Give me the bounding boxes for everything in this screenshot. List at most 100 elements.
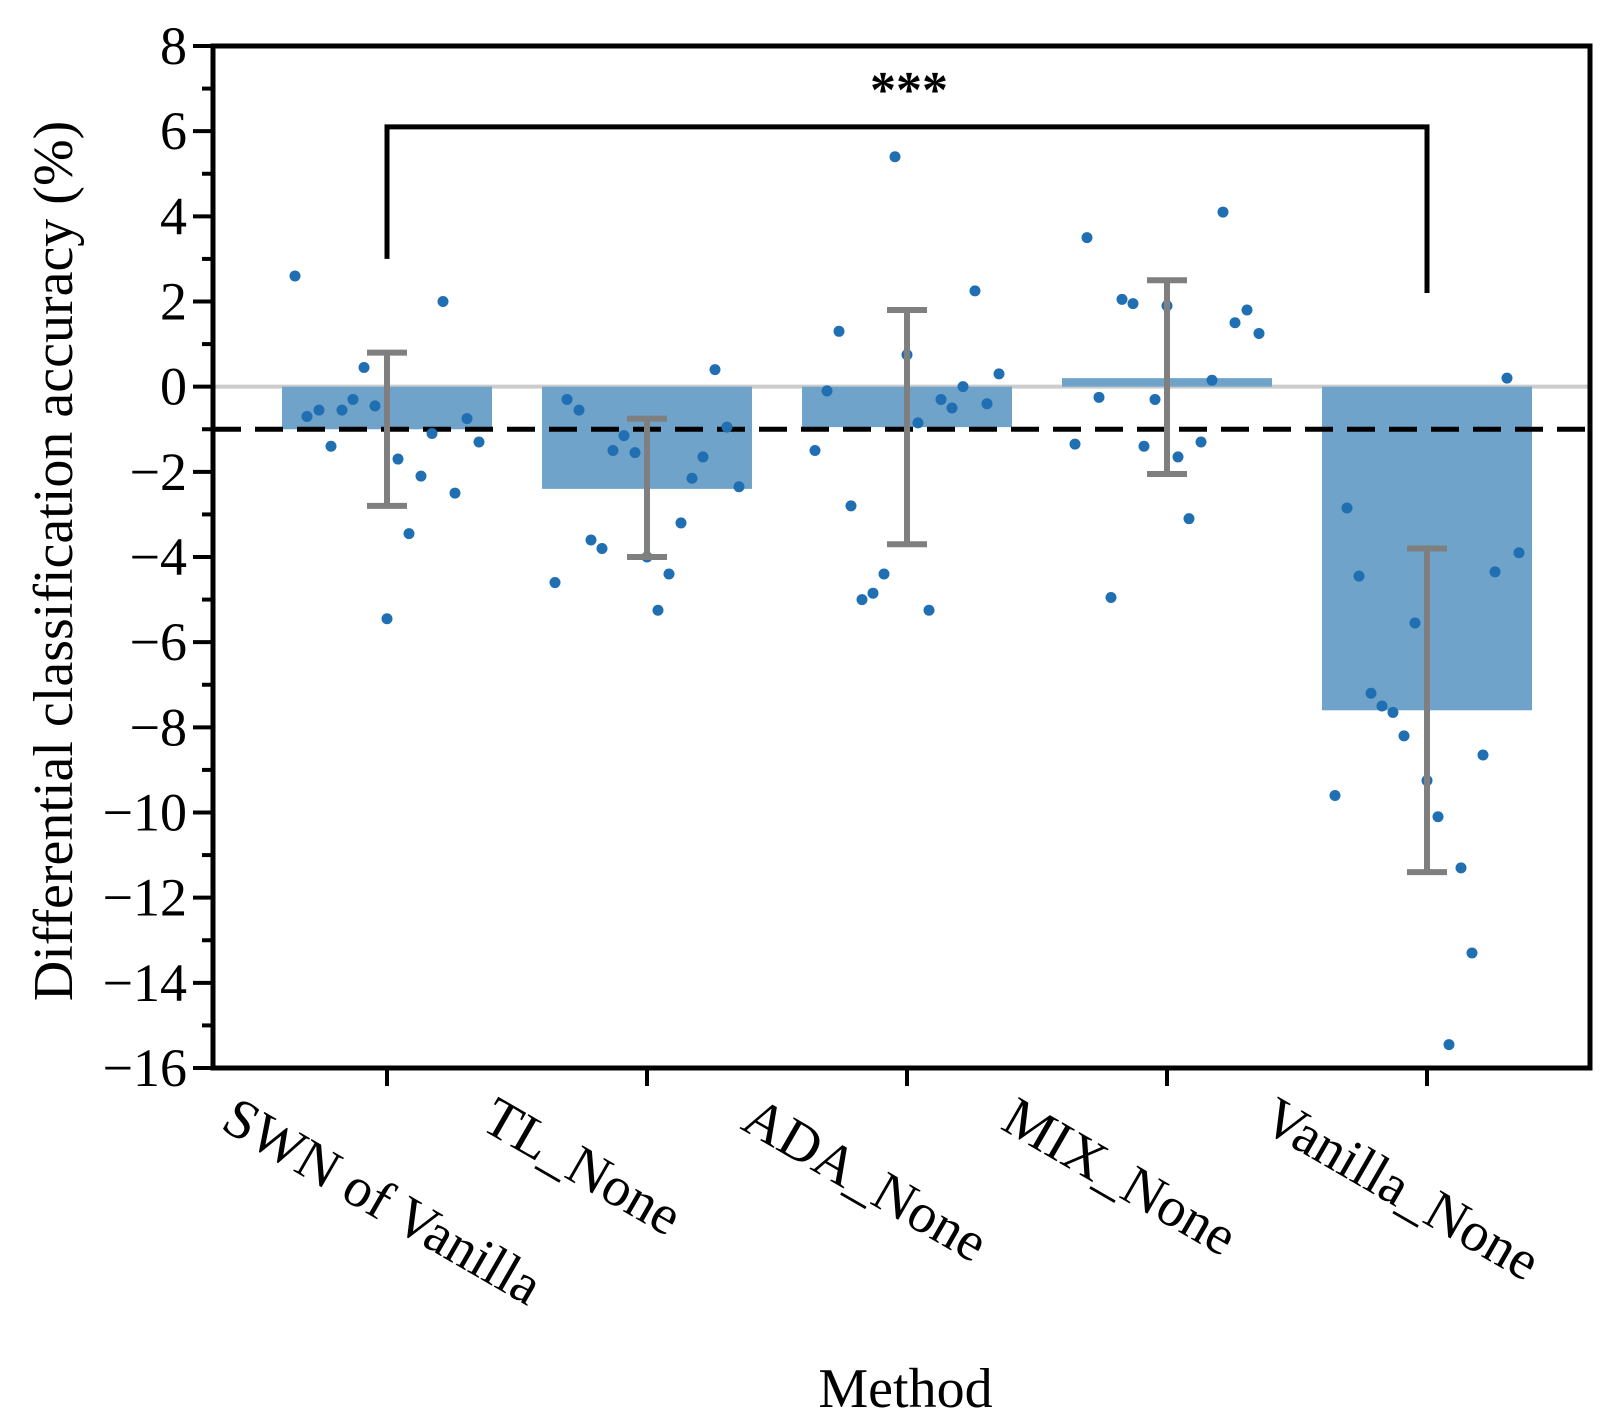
data-point: [1069, 438, 1081, 450]
data-point: [461, 413, 473, 425]
data-point: [1116, 293, 1128, 305]
data-point: [561, 393, 573, 405]
data-point: [845, 500, 857, 512]
x-tick-label: Vanilla_None: [1253, 1086, 1551, 1294]
data-point: [1206, 374, 1218, 386]
y-tick-label: −2: [130, 442, 187, 502]
data-point: [1172, 451, 1184, 463]
data-point: [652, 604, 664, 616]
data-point: [437, 296, 449, 307]
data-point: [709, 364, 721, 376]
data-point: [686, 472, 698, 484]
data-point: [573, 404, 585, 416]
data-point: [1376, 700, 1388, 712]
data-point: [596, 542, 608, 554]
data-point: [301, 410, 313, 422]
data-point: [1466, 947, 1478, 959]
data-point: [969, 285, 981, 297]
data-point: [1183, 513, 1195, 525]
y-tick-label: 8: [160, 16, 187, 76]
data-point: [629, 447, 641, 459]
data-point: [336, 404, 348, 416]
data-point: [549, 577, 561, 589]
data-point: [1432, 811, 1444, 823]
data-point: [981, 398, 993, 410]
y-axis-title: Differential classification accuracy (%): [23, 121, 85, 1002]
data-point: [1341, 502, 1353, 514]
y-tick-label: 0: [160, 357, 187, 417]
data-point: [1195, 436, 1207, 448]
data-point: [1443, 1039, 1455, 1051]
data-point: [1149, 393, 1161, 405]
data-point: [663, 568, 675, 580]
data-point: [358, 362, 370, 374]
x-axis-title: Method: [818, 1358, 992, 1420]
data-point: [856, 594, 868, 606]
y-tick-label: −14: [103, 953, 187, 1013]
x-tick-label: ADA_None: [733, 1086, 998, 1275]
data-point: [1501, 372, 1513, 384]
data-point: [946, 402, 958, 414]
data-point: [1127, 298, 1139, 310]
data-point: [313, 404, 325, 416]
data-point: [325, 440, 337, 452]
data-point: [935, 393, 947, 405]
data-point: [1241, 304, 1253, 316]
data-point: [957, 381, 969, 393]
data-point: [607, 445, 619, 457]
data-point: [1387, 706, 1399, 718]
data-point: [1217, 206, 1229, 218]
data-point: [289, 270, 301, 282]
data-point: [833, 325, 845, 337]
y-tick-label: 2: [160, 272, 187, 332]
data-point: [675, 517, 687, 529]
data-point: [821, 385, 833, 397]
data-point: [449, 487, 461, 499]
data-point: [415, 470, 427, 482]
data-point: [1398, 730, 1410, 742]
y-tick-label: 4: [160, 186, 187, 246]
data-point: [1093, 391, 1105, 403]
data-point: [1081, 232, 1093, 244]
data-point: [889, 151, 901, 163]
y-tick-label: −12: [103, 868, 187, 928]
data-point: [993, 368, 1005, 380]
data-point: [809, 445, 821, 457]
data-point: [1489, 566, 1501, 578]
y-tick-label: −8: [130, 697, 187, 757]
data-point: [426, 428, 438, 440]
data-point: [733, 481, 745, 493]
data-point: [585, 534, 597, 546]
data-point: [923, 604, 935, 616]
data-point: [618, 430, 630, 442]
significance-label: ***: [870, 62, 948, 119]
significance-bracket: [384, 124, 1430, 293]
data-point: [369, 400, 381, 412]
data-point: [1253, 327, 1265, 339]
x-tick-label: MIX_None: [993, 1086, 1248, 1269]
data-point: [392, 453, 404, 465]
data-point: [381, 613, 393, 625]
y-tick-label: −10: [103, 783, 187, 843]
data-point: [867, 587, 879, 599]
data-point: [1455, 862, 1467, 874]
data-point: [1105, 591, 1117, 603]
data-point: [1329, 789, 1341, 801]
y-tick-label: −6: [130, 612, 187, 672]
data-point: [347, 393, 359, 405]
y-tick-label: −16: [103, 1038, 187, 1098]
data-point: [878, 568, 890, 580]
data-point: [1513, 547, 1525, 559]
data-point: [1353, 570, 1365, 582]
data-point: [1477, 749, 1489, 761]
y-tick-label: 6: [160, 101, 187, 161]
data-point: [473, 436, 485, 448]
data-point: [1138, 440, 1150, 452]
data-point: [1365, 687, 1377, 699]
x-tick-label: TL_None: [473, 1086, 693, 1249]
data-point: [1409, 617, 1421, 629]
y-tick-label: −4: [130, 527, 187, 587]
data-point: [721, 421, 733, 433]
